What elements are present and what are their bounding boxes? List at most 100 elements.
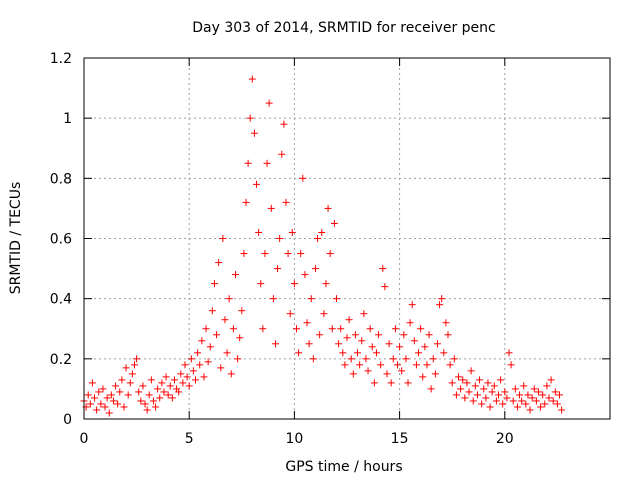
data-point — [187, 355, 195, 363]
data-point — [526, 406, 534, 414]
data-point — [250, 129, 258, 137]
data-point — [253, 180, 261, 188]
data-point — [431, 370, 439, 378]
data-point — [463, 379, 471, 387]
data-point — [126, 379, 134, 387]
data-point — [332, 295, 340, 303]
data-point — [375, 331, 383, 339]
data-point — [107, 391, 115, 399]
y-tick-label: 0.2 — [50, 352, 72, 368]
data-point — [166, 382, 174, 390]
data-point — [118, 376, 126, 384]
data-point — [457, 385, 465, 393]
data-point — [532, 397, 540, 405]
x-tick-labels: 0 5 10 15 20 — [80, 431, 514, 447]
data-point — [467, 367, 475, 375]
data-point — [202, 325, 210, 333]
data-points — [80, 75, 566, 417]
data-point — [389, 355, 397, 363]
data-point — [217, 364, 225, 372]
data-point — [303, 319, 311, 327]
data-point — [490, 382, 498, 390]
axis-ticks — [83, 57, 610, 420]
data-point — [229, 325, 237, 333]
data-point — [135, 388, 143, 396]
data-point — [244, 159, 252, 167]
data-point — [200, 373, 208, 381]
data-point — [238, 307, 246, 315]
data-point — [318, 228, 326, 236]
data-point — [522, 400, 530, 408]
y-tick-labels: 0 0.2 0.4 0.6 0.8 1 1.2 — [50, 51, 72, 428]
data-point — [501, 388, 509, 396]
data-point — [322, 280, 330, 288]
data-point — [320, 310, 328, 318]
data-point — [189, 367, 197, 375]
data-point — [415, 349, 423, 357]
data-point — [393, 361, 401, 369]
data-point — [290, 280, 298, 288]
data-point — [198, 337, 206, 345]
data-point — [448, 379, 456, 387]
x-tick-label: 15 — [391, 431, 409, 447]
data-point — [471, 382, 479, 390]
data-point — [145, 391, 153, 399]
data-point — [278, 150, 286, 158]
data-point — [417, 325, 425, 333]
data-point — [143, 406, 151, 414]
data-point — [516, 391, 524, 399]
data-point — [547, 376, 555, 384]
data-point — [284, 250, 292, 258]
y-tick-label: 0.4 — [50, 292, 72, 308]
data-point — [219, 235, 227, 242]
data-point — [311, 265, 319, 273]
data-point — [530, 385, 538, 393]
data-point — [421, 343, 429, 351]
data-point — [261, 250, 269, 258]
data-point — [337, 325, 345, 333]
data-point — [360, 310, 368, 318]
data-point — [103, 394, 111, 402]
data-point — [446, 361, 454, 369]
y-tick-label: 0.6 — [50, 232, 72, 248]
data-point — [196, 361, 204, 369]
data-point — [208, 307, 216, 315]
data-point — [423, 361, 431, 369]
data-point — [236, 334, 244, 342]
data-point — [476, 376, 484, 384]
data-point — [381, 283, 389, 291]
data-point — [524, 391, 532, 399]
data-point — [419, 373, 427, 381]
data-point — [486, 403, 494, 411]
x-tick-label: 5 — [185, 431, 194, 447]
data-point — [370, 379, 378, 387]
data-point — [404, 379, 412, 387]
data-point — [427, 385, 435, 393]
data-point — [385, 340, 393, 348]
data-point — [499, 400, 507, 408]
data-point — [396, 343, 404, 351]
data-point — [293, 325, 301, 333]
data-point — [339, 349, 347, 357]
data-point — [130, 361, 138, 369]
data-point — [377, 361, 385, 369]
data-point — [450, 355, 458, 363]
data-point — [179, 379, 187, 387]
data-point — [307, 295, 315, 303]
data-point — [425, 331, 433, 339]
data-point — [295, 349, 303, 357]
data-point — [358, 337, 366, 345]
data-point — [206, 343, 214, 351]
x-tick-label: 20 — [496, 431, 514, 447]
data-point — [410, 337, 418, 345]
data-point — [438, 295, 446, 303]
data-point — [497, 376, 505, 384]
data-point — [116, 388, 124, 396]
data-point — [242, 198, 250, 206]
data-point — [133, 355, 141, 363]
data-point — [387, 379, 395, 387]
data-point — [356, 361, 364, 369]
data-point — [442, 319, 450, 327]
data-point — [204, 358, 212, 366]
